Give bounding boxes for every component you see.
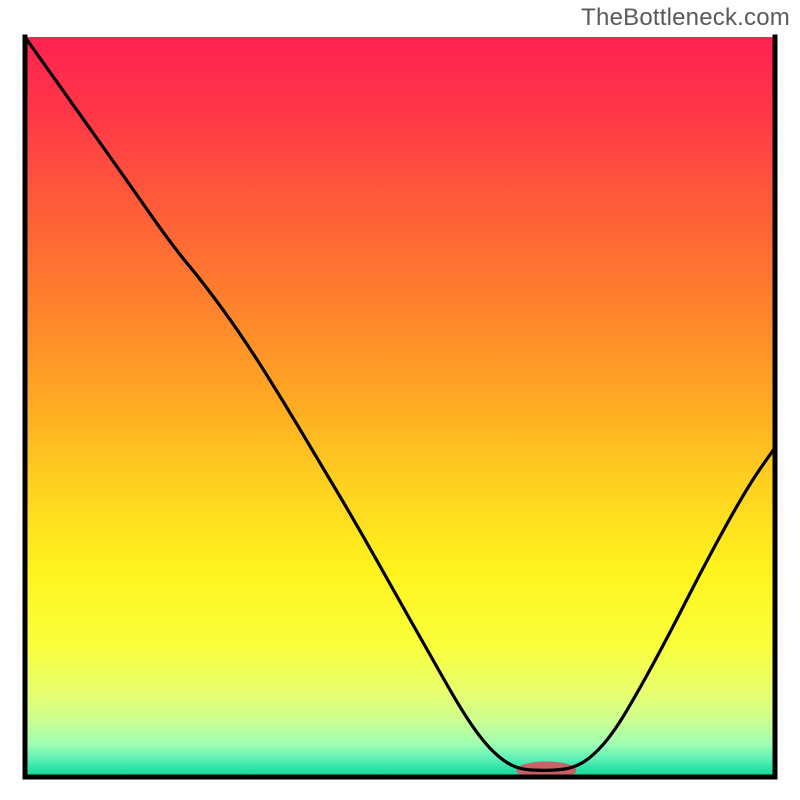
plot-area [20,32,780,782]
watermark-text: TheBottleneck.com [581,4,790,32]
chart-svg [20,32,780,782]
chart-root: TheBottleneck.com [0,0,800,800]
